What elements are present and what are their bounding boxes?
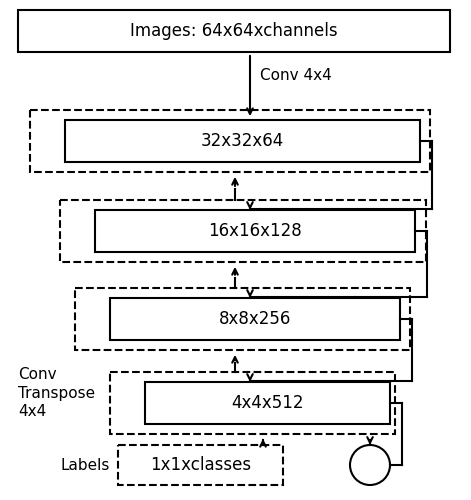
Text: 32x32x64: 32x32x64 xyxy=(201,132,284,150)
Bar xyxy=(95,210,415,252)
Text: Labels: Labels xyxy=(61,458,110,472)
Bar xyxy=(118,445,283,485)
Bar xyxy=(18,10,450,52)
Bar xyxy=(110,298,400,340)
Text: Conv
Transpose
4x4: Conv Transpose 4x4 xyxy=(18,367,95,419)
Bar xyxy=(145,382,390,424)
Text: 8x8x256: 8x8x256 xyxy=(219,310,291,328)
Bar xyxy=(75,288,410,350)
Text: Conv 4x4: Conv 4x4 xyxy=(260,68,332,82)
Bar xyxy=(65,120,420,162)
Text: 1x1xclasses: 1x1xclasses xyxy=(150,456,251,474)
Bar xyxy=(30,110,430,172)
Text: 4x4x512: 4x4x512 xyxy=(231,394,304,412)
Text: 16x16x128: 16x16x128 xyxy=(208,222,302,240)
Bar xyxy=(60,200,426,262)
Text: Images: 64x64xchannels: Images: 64x64xchannels xyxy=(130,22,338,40)
Bar xyxy=(110,372,395,434)
